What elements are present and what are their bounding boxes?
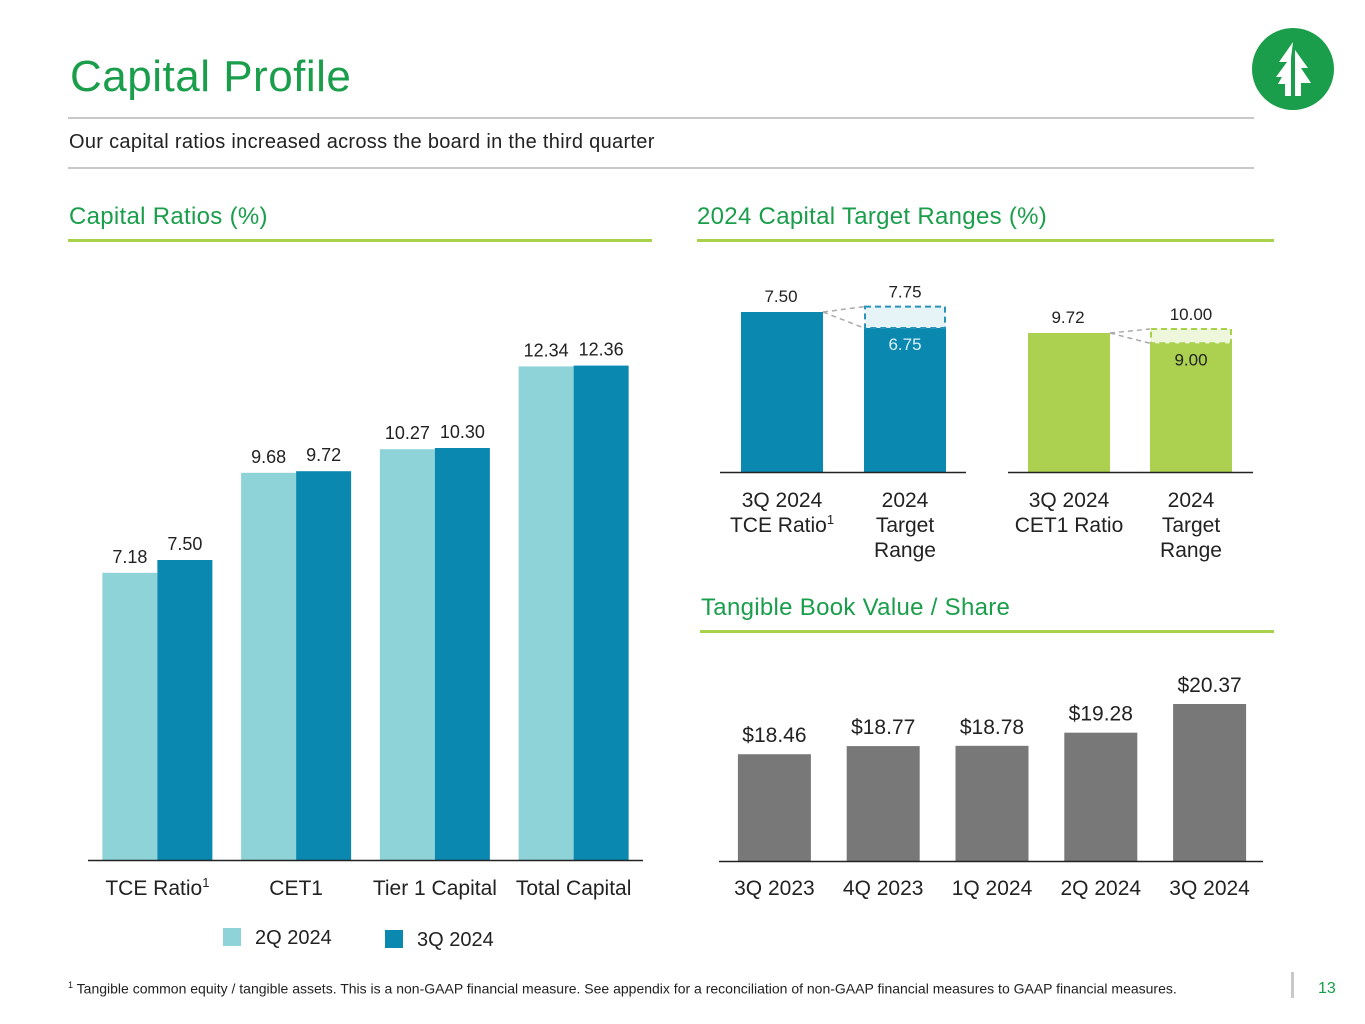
bar-3q-3 <box>573 365 629 860</box>
legend-item-3q-2024: 3Q 2024 <box>385 929 494 952</box>
tce-target-chart: 7.50 6.75 7.75 3Q 2024 TCE Ratio1 2024 Target R… <box>720 283 966 562</box>
x-tick-label: 2024 Target Range <box>874 489 936 562</box>
page-number: 13 <box>1318 980 1336 997</box>
bar-3q-1 <box>296 471 352 860</box>
tbv-heading: Tangible Book Value / Share <box>701 594 1011 621</box>
tbv-underline <box>700 630 1274 633</box>
tbv-chart: $18.46 3Q 2023 $18.77 4Q 2023 $18.78 1Q 2024 $… <box>719 674 1263 900</box>
bar-2q-3 <box>518 366 574 860</box>
x-tick-label: Total Capital <box>516 877 632 900</box>
tbv-value-label: $18.77 <box>851 716 915 739</box>
range-base-bar <box>1150 343 1232 472</box>
x-tick-label: 3Q 2024 CET1 Ratio <box>1015 489 1124 537</box>
tree-logo-icon <box>1252 28 1334 110</box>
tbv-bar-0 <box>737 754 811 861</box>
bar-value-label: 7.50 <box>167 534 202 554</box>
actual-bar <box>741 312 823 472</box>
range-low-label: 9.00 <box>1174 350 1207 369</box>
target-range-box <box>1150 327 1232 345</box>
x-tick-label: 2Q 2024 <box>1061 877 1142 900</box>
x-tick-label: TCE Ratio1 <box>105 875 209 900</box>
footnote-text: Tangible common equity / tangible assets… <box>76 980 1177 997</box>
footnote-marker: 1 <box>68 980 74 990</box>
x-tick-label: 3Q 2024 TCE Ratio1 <box>730 489 834 537</box>
x-tick-label: 1Q 2024 <box>952 877 1033 900</box>
bar-3q-0 <box>157 560 213 860</box>
x-tick-label: 3Q 2023 <box>734 877 815 900</box>
title-divider <box>68 117 1254 119</box>
bar-value-label: 10.27 <box>385 423 430 443</box>
tbv-value-label: $20.37 <box>1177 674 1241 697</box>
tbv-value-label: $19.28 <box>1069 703 1133 726</box>
subtitle-divider <box>68 167 1254 169</box>
page-number-divider <box>1291 972 1294 998</box>
capital-ratios-chart: 7.18 7.50 TCE Ratio1 9.68 9.72 CET1 10.27 10.30… <box>88 340 643 900</box>
tbv-bar-3 <box>1064 732 1138 861</box>
tbv-value-label: $18.46 <box>742 724 806 747</box>
footnote: 1 Tangible common equity / tangible asse… <box>68 980 1177 997</box>
x-tick-label: 2024 Target Range <box>1160 489 1222 562</box>
connector-line-bottom <box>1109 332 1151 345</box>
actual-bar <box>1028 333 1110 472</box>
range-high-label: 10.00 <box>1170 305 1213 324</box>
target-range-box <box>864 305 946 329</box>
tbv-bar-1 <box>846 746 920 861</box>
legend-swatch-3q <box>385 930 403 948</box>
x-tick-label: Tier 1 Capital <box>373 877 497 900</box>
bar-2q-0 <box>102 572 158 860</box>
range-base-bar <box>864 328 946 472</box>
tbv-bar-4 <box>1173 704 1247 861</box>
legend-label-3q: 3Q 2024 <box>417 929 494 951</box>
bar-value-label: 9.72 <box>306 445 341 465</box>
bar-value-label: 12.36 <box>579 340 624 360</box>
legend-swatch-2q <box>223 928 241 946</box>
actual-value-label: 9.72 <box>1051 308 1084 327</box>
bar-value-label: 9.68 <box>251 447 286 467</box>
target-ranges-heading: 2024 Capital Target Ranges (%) <box>697 203 1048 230</box>
x-tick-label: 3Q 2024 <box>1169 877 1250 900</box>
tbv-bar-2 <box>955 745 1029 861</box>
bar-2q-1 <box>241 472 297 860</box>
range-low-label: 6.75 <box>888 335 921 354</box>
x-tick-label: CET1 <box>269 877 323 900</box>
bar-value-label: 7.18 <box>112 547 147 567</box>
legend-label-2q: 2Q 2024 <box>255 927 332 949</box>
bar-2q-2 <box>379 449 435 860</box>
legend-item-2q-2024: 2Q 2024 <box>223 927 332 950</box>
x-tick-label: 4Q 2023 <box>843 877 924 900</box>
connector-line-bottom <box>822 311 865 329</box>
target-ranges-underline <box>697 239 1274 242</box>
bar-value-label: 10.30 <box>440 422 485 442</box>
capital-ratios-heading: Capital Ratios (%) <box>69 203 268 230</box>
actual-value-label: 7.50 <box>764 287 797 306</box>
page-title: Capital Profile <box>70 52 352 101</box>
cet1-target-chart: 9.72 9.00 10.00 3Q 2024 CET1 Ratio 2024 Target… <box>1008 305 1253 562</box>
connector-line-top <box>822 305 865 313</box>
bar-value-label: 12.34 <box>524 340 569 360</box>
bar-3q-2 <box>434 448 490 860</box>
page-subtitle: Our capital ratios increased across the … <box>69 131 655 153</box>
tbv-value-label: $18.78 <box>960 716 1024 739</box>
connector-line-top <box>1109 328 1151 334</box>
capital-ratios-underline <box>68 239 652 242</box>
range-high-label: 7.75 <box>888 283 921 302</box>
